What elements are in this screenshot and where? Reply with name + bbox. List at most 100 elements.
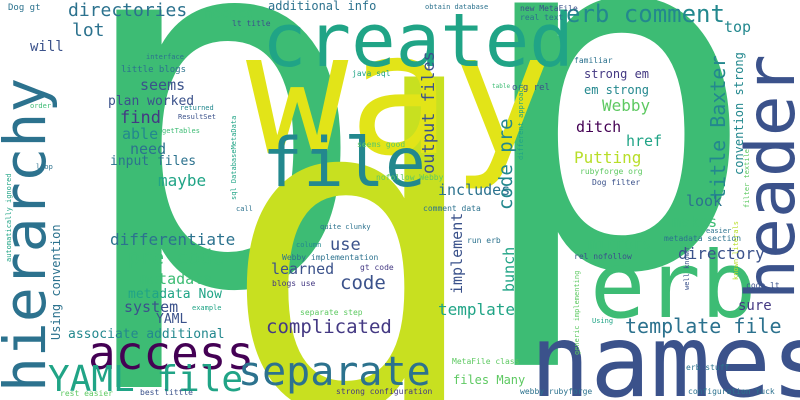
cloud-word-interface: interface [146, 53, 184, 61]
cloud-word-implement: implement [448, 212, 466, 294]
cloud-word-configuration-yuck: configuration Yuck [688, 387, 775, 396]
cloud-word-nofollow-webby: nofollow Webby [376, 173, 444, 182]
cloud-word-dog-gt: Dog gt [8, 3, 41, 13]
cloud-word-yaml-file: YAML file [48, 359, 244, 400]
cloud-word-p-large-right: p [470, 0, 759, 379]
cloud-word-gettables: getTables [162, 127, 200, 135]
cloud-word-files-many: files Many [453, 373, 526, 387]
cloud-word-way: way [246, 0, 554, 194]
cloud-word-webby: Webby [602, 96, 651, 115]
cloud-word-pre-code: pre code [128, 245, 225, 269]
cloud-word-names: names [530, 303, 800, 400]
cloud-word-lot: lot [72, 20, 105, 41]
cloud-word-run-erb: run erb [467, 236, 501, 245]
cloud-word-plan-worked: plan worked [108, 94, 195, 109]
cloud-word-generic-implementing: generic implementing [573, 270, 581, 355]
cloud-word-quite-clunky: quite clunky [320, 223, 371, 231]
cloud-word-strong-em: strong em [584, 67, 650, 81]
cloud-word-new-metafile: new MetaFile [520, 4, 578, 13]
cloud-word-best-little: best little [140, 388, 193, 397]
cloud-word-different-approach: different approach [517, 84, 525, 160]
cloud-word-bunch: bunch [500, 246, 518, 292]
cloud-word-metadata-now: metadata Now [128, 287, 222, 302]
cloud-word-href: href [626, 132, 663, 150]
cloud-word-needed: needed [204, 6, 255, 22]
cloud-word-loop: loop [36, 163, 53, 171]
cloud-word-metafile-class: MetaFile class [452, 357, 520, 366]
cloud-word-sql-databasemetadata: sql DatabaseMetaData [230, 115, 238, 200]
cloud-word-ditch: ditch [576, 118, 622, 136]
cloud-word-learned: learned [271, 260, 335, 278]
cloud-word-additional-info: additional info [268, 0, 377, 13]
cloud-word-using-convention: Using convention [49, 224, 63, 340]
cloud-word-system: system [124, 298, 179, 316]
cloud-word-makes: makes [672, 213, 718, 231]
cloud-word-code-lt: code lt [746, 281, 780, 290]
cloud-word-created: created [262, 0, 574, 84]
cloud-word-using: Using [592, 317, 614, 325]
cloud-word-will: will [30, 39, 64, 55]
cloud-word-template: template [438, 300, 516, 319]
cloud-word-directory: directory [678, 244, 765, 263]
cloud-word-separate: separate [238, 349, 431, 395]
cloud-word-includes: includes [438, 181, 511, 199]
cloud-word-input-files: input files [110, 154, 197, 169]
cloud-word-easier: easier [706, 227, 732, 235]
cloud-word-erb-comment: erb comment [566, 0, 725, 28]
cloud-word-separate-step: separate step [300, 308, 363, 317]
cloud-word-erb: erb [590, 232, 757, 339]
cloud-word-use: use [330, 235, 361, 255]
cloud-word-real-text: real text [520, 13, 564, 22]
cloud-word-rest-easier: rest easier [60, 389, 113, 398]
cloud-word-yaml: YAML [156, 312, 188, 327]
cloud-word-associate-additional: associate additional [68, 327, 225, 342]
cloud-word-blogs-use: blogs use [272, 279, 316, 288]
cloud-word-little-blogs: little blogs [121, 65, 187, 75]
cloud-word-example: example [192, 304, 222, 312]
cloud-word-resultset: ResultSet [178, 113, 216, 121]
cloud-word-familiar: familiar [574, 56, 613, 65]
cloud-word-strong-configuration: strong configuration [336, 387, 433, 396]
cloud-word-order: order [30, 102, 52, 110]
cloud-word-erb-stuff: erb stuff [686, 363, 730, 372]
cloud-word-org-rel: org rel [512, 83, 550, 93]
cloud-word-look: look [686, 192, 723, 210]
cloud-word-lt-title: lt title [232, 19, 271, 28]
cloud-word-complicated: complicated [266, 316, 392, 338]
cloud-word-putting: Putting [574, 148, 642, 167]
cloud-word-top: top [724, 18, 752, 36]
cloud-word-metadata: metadata [140, 270, 213, 288]
cloud-word-gt-code: gt code [360, 263, 394, 272]
cloud-word-obtain-database: obtain database [425, 3, 489, 11]
cloud-word-webby-rubyforge: webby rubyforge [520, 387, 593, 396]
cloud-word-call: call [236, 205, 253, 213]
cloud-word-file: file [262, 124, 426, 203]
cloud-word-dog-filter: Dog filter [592, 178, 641, 187]
cloud-word-rubyforge-org: rubyforge org [580, 167, 643, 176]
cloud-word-output-files: output files [419, 51, 439, 174]
cloud-word-need: need [130, 140, 167, 158]
cloud-word-title-baxter: title Baxter [706, 55, 730, 201]
cloud-word-maybe: maybe [158, 171, 207, 190]
cloud-word-automatically-ignored: automatically ignored [5, 173, 13, 262]
cloud-word-comment-data: comment data [423, 204, 481, 213]
cloud-word-template-file: template file [625, 314, 782, 338]
cloud-word-sure: sure [738, 298, 772, 314]
cloud-word-filter-textile: filter textile [743, 148, 751, 208]
cloud-word-mirrors: mirrors [588, 235, 652, 253]
cloud-word-p-large-left: p [70, 0, 372, 400]
cloud-word-java-sql: java sql [352, 69, 391, 78]
cloud-word-able: able [122, 125, 159, 143]
cloud-word-differentiate: differentiate [110, 230, 236, 249]
cloud-word-webby-implementation: Webby implementation [282, 253, 379, 262]
cloud-word-rel-nofollow: rel nofollow [574, 252, 632, 261]
cloud-word-well-known: well known [683, 247, 691, 290]
cloud-word-seems-good: seems good [357, 140, 406, 149]
cloud-word-table: table [492, 83, 511, 90]
cloud-word-returned: returned [180, 104, 214, 112]
cloud-word-access: access [88, 326, 255, 380]
cloud-word-known-literals: known literals [732, 220, 740, 280]
cloud-word-code: code [340, 272, 386, 294]
cloud-word-em-strong: em strong [584, 83, 650, 97]
